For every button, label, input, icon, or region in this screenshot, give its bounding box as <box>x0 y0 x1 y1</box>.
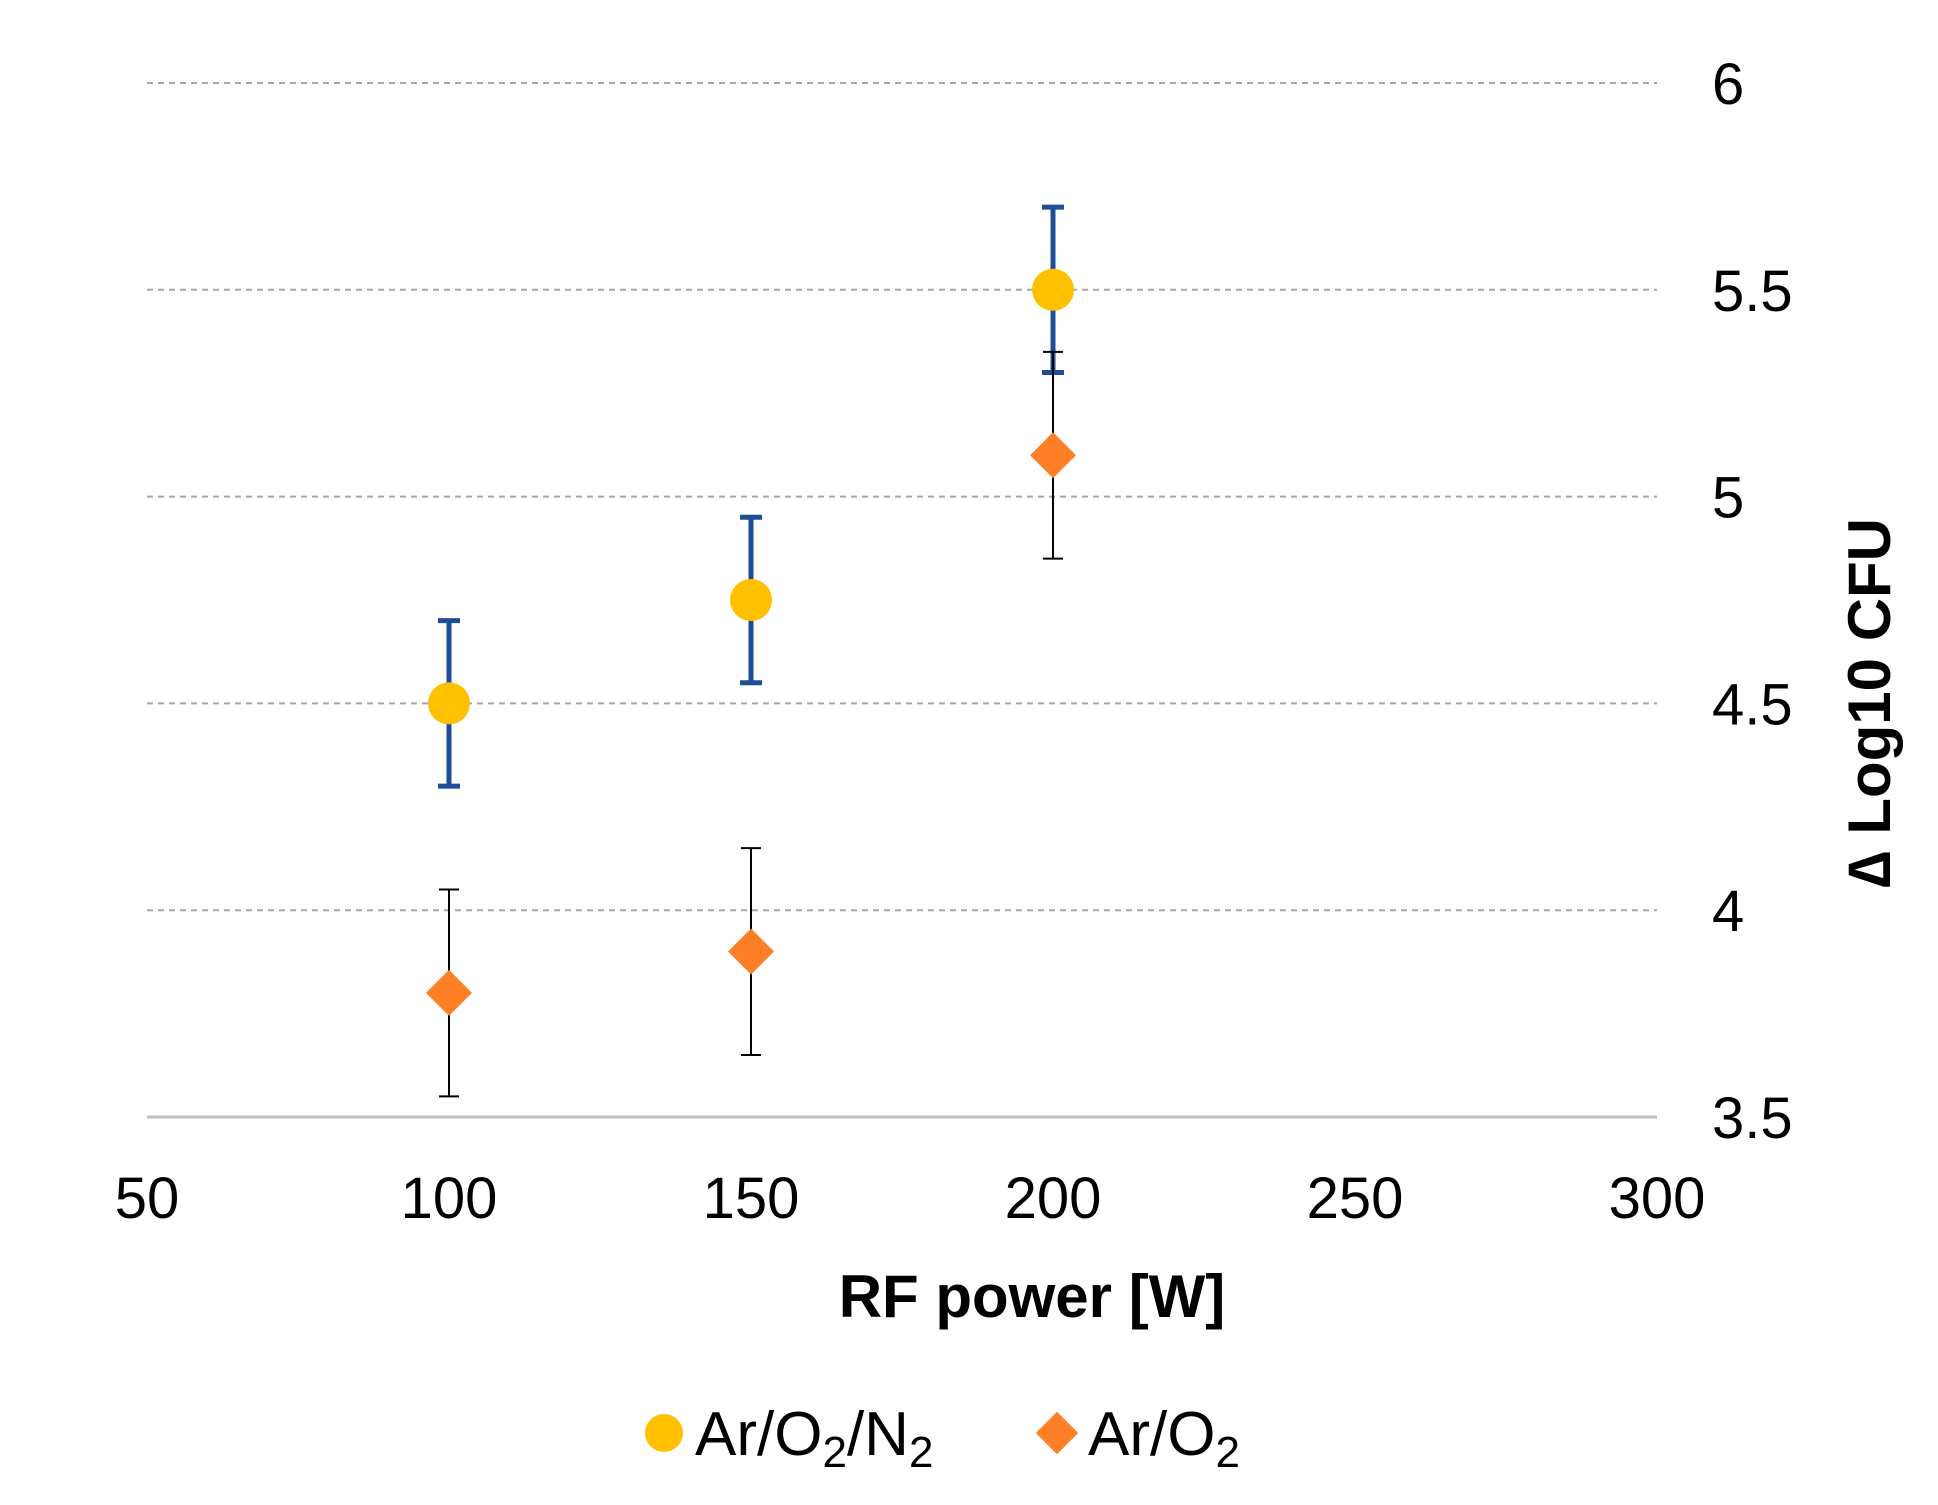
legend-label-ar-o2: Ar/O2 <box>1088 1400 1240 1477</box>
y-tick-label: 3.5 <box>1712 1086 1793 1151</box>
x-tick-label: 150 <box>703 1166 800 1231</box>
legend-marker-diamond <box>1035 1411 1079 1455</box>
x-tick-label: 100 <box>401 1166 498 1231</box>
y-tick-label: 4.5 <box>1712 672 1793 737</box>
legend: Ar/O2/N2 Ar/O2 <box>645 1400 1240 1477</box>
data-points <box>426 268 1076 1016</box>
data-point-diamond <box>1030 432 1076 479</box>
y-tick-labels: 3.5 4 4.5 5 5.5 6 <box>1712 52 1793 1151</box>
y-tick-label: 5 <box>1712 466 1744 531</box>
data-point-diamond <box>426 969 472 1016</box>
data-point-circle <box>1032 268 1074 311</box>
y-tick-label: 6 <box>1712 52 1744 117</box>
data-point-diamond <box>728 928 774 975</box>
x-tick-label: 250 <box>1307 1166 1404 1231</box>
y-axis-title: ∆ Log10 CFU <box>1836 518 1903 888</box>
x-tick-label: 200 <box>1005 1166 1102 1231</box>
data-point-circle <box>730 579 772 621</box>
x-tick-label: 50 <box>115 1166 180 1231</box>
x-tick-labels: 50 100 150 200 250 300 <box>115 1166 1706 1231</box>
data-point-circle <box>428 682 470 725</box>
legend-marker-circle <box>645 1414 683 1452</box>
legend-label-ar-o2-n2: Ar/O2/N2 <box>695 1400 933 1477</box>
x-axis-title: RF power [W] <box>839 1263 1226 1330</box>
y-tick-label: 4 <box>1712 879 1744 944</box>
y-tick-label: 5.5 <box>1712 259 1793 324</box>
x-tick-label: 300 <box>1609 1166 1706 1231</box>
gridlines <box>147 82 1657 912</box>
